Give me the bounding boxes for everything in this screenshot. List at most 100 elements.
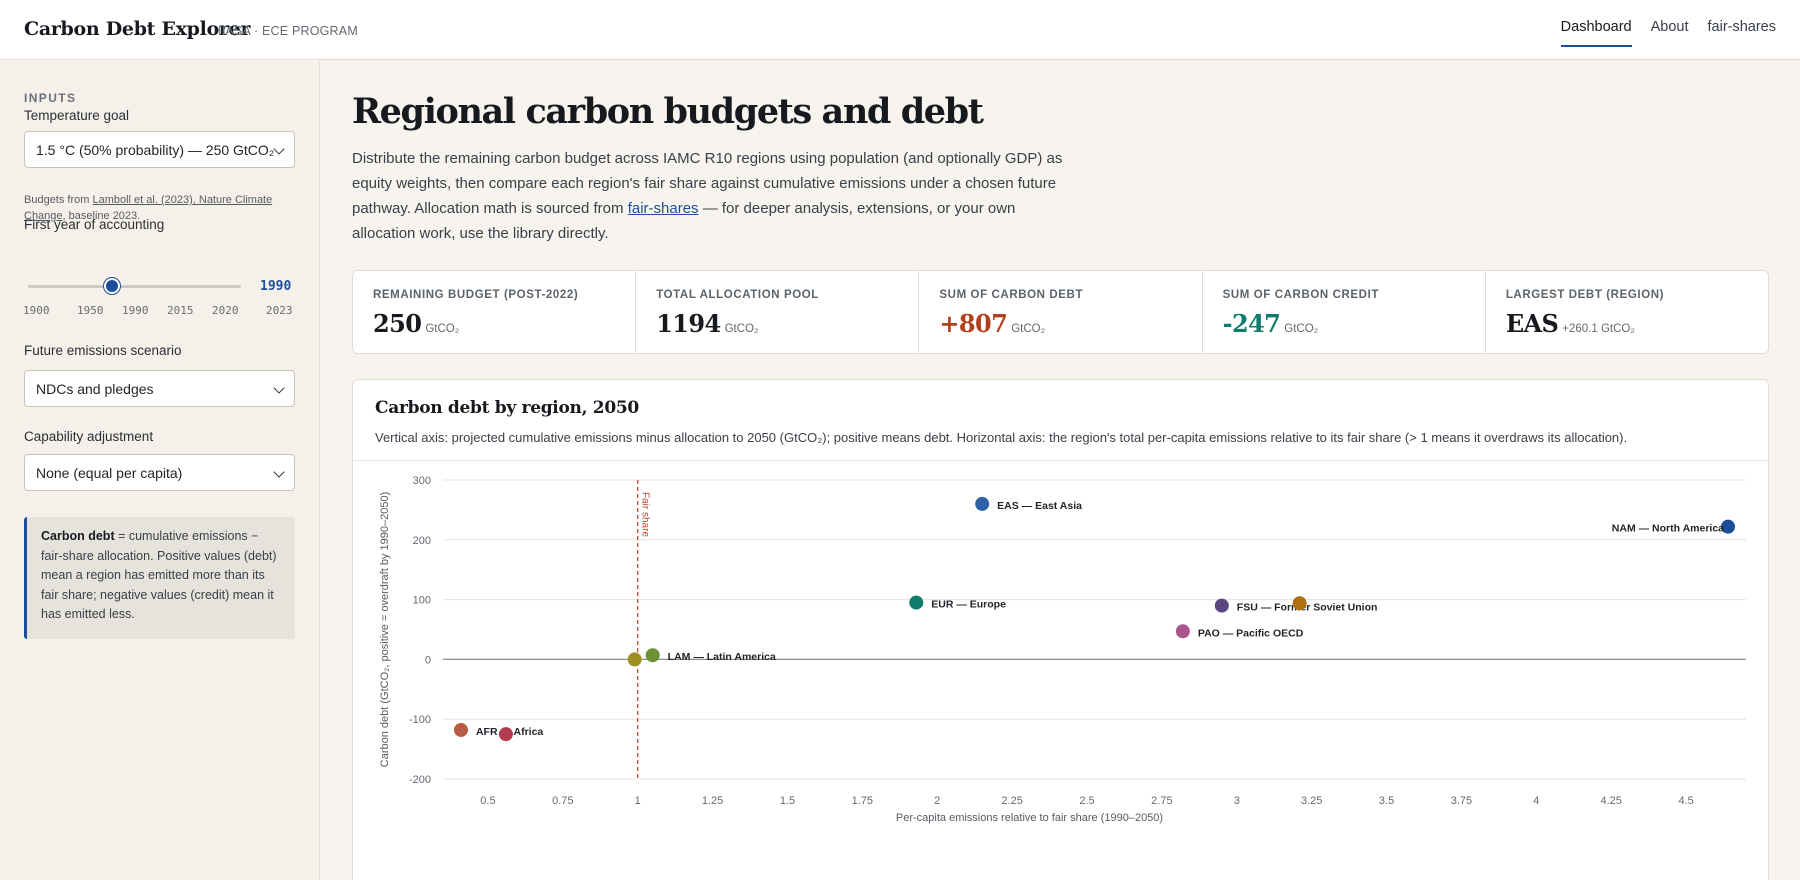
- nav-about[interactable]: About: [1650, 19, 1689, 35]
- kpi-unit: +260.1 GtCO₂: [1562, 323, 1635, 335]
- app-title[interactable]: Carbon Debt Explorer: [24, 18, 251, 40]
- y-tick-label: 0: [425, 654, 431, 666]
- data-point: [1175, 624, 1190, 639]
- kpi-label: LARGEST DEBT (REGION): [1505, 289, 1665, 301]
- data-point: [453, 722, 468, 737]
- app-subtitle: IIASA · ECE PROGRAM: [218, 24, 358, 38]
- temperature-goal-label: Temperature goal: [24, 108, 130, 123]
- kpi-unit: GtCO₂: [425, 323, 460, 335]
- first-year-slider-thumb[interactable]: [104, 278, 121, 294]
- scenario-select[interactable]: NDCs and pledges: [24, 370, 295, 407]
- kpi-sum-credit: SUM OF CARBON CREDIT -247 GtCO₂: [1203, 271, 1486, 353]
- carbon-debt-definition: Carbon debt = cumulative emissions − fai…: [24, 517, 295, 639]
- capability-value: None (equal per capita): [36, 465, 183, 481]
- slider-tick: 1950: [77, 304, 104, 317]
- nav-fair-shares[interactable]: fair-shares: [1707, 19, 1777, 35]
- kpi-label: REMAINING BUDGET (POST-2022): [373, 289, 579, 301]
- x-tick-label: 3.5: [1379, 795, 1394, 807]
- chevron-down-icon: [273, 143, 285, 155]
- kpi-unit: GtCO₂: [724, 323, 759, 335]
- lamboll-link[interactable]: Lamboll et al. (2023), Nature Climate Ch…: [24, 194, 273, 222]
- debt-scatter-chart: 300 200 100 0 -100 -200 0.5 0.75 1 1.25 1.5 1.75 2 2.…: [379, 475, 1746, 824]
- x-tick-label: 1: [635, 795, 641, 807]
- y-tick-label: -100: [409, 714, 431, 726]
- intro-before: Distribute the remaining carbon budget a…: [352, 150, 1063, 217]
- intro-paragraph: Distribute the remaining carbon budget a…: [352, 146, 1064, 246]
- y-tick-label: -200: [409, 774, 431, 786]
- point-label: LAM — Latin America: [668, 651, 776, 663]
- fair-shares-link[interactable]: fair-shares: [627, 200, 699, 217]
- chevron-down-icon: [273, 382, 285, 394]
- capability-label: Capability adjustment: [24, 429, 154, 444]
- data-point: [975, 496, 990, 511]
- chevron-down-icon: [273, 466, 285, 478]
- temperature-goal-select[interactable]: 1.5 °C (50% probability) — 250 GtCO₂: [24, 131, 295, 168]
- note-suffix: , baseline 2023.: [62, 210, 141, 222]
- x-tick-label: 1.75: [852, 795, 873, 807]
- point-label: FSU — Former Soviet Union: [1237, 602, 1378, 614]
- kpi-value: 1194: [656, 309, 721, 338]
- kpi-remaining-budget: REMAINING BUDGET (POST-2022) 250 GtCO₂: [353, 271, 637, 353]
- budget-source-note: Budgets from Lamboll et al. (2023), Natu…: [24, 192, 296, 224]
- x-tick-label: 2.25: [1001, 795, 1022, 807]
- data-point: [1214, 598, 1229, 613]
- kpi-value: -247: [1222, 309, 1281, 338]
- kpi-allocation-pool: TOTAL ALLOCATION POOL 1194 GtCO₂: [636, 271, 920, 353]
- x-tick-label: 2.75: [1151, 795, 1172, 807]
- kpi-value: EAS: [1505, 309, 1559, 338]
- slider-tick: 1990: [122, 304, 149, 317]
- x-tick-label: 3: [1234, 795, 1240, 807]
- y-tick-label: 200: [413, 535, 431, 547]
- x-tick-label: 2: [934, 795, 940, 807]
- capability-select[interactable]: None (equal per capita): [24, 454, 295, 491]
- point-label: PAO — Pacific OECD: [1198, 627, 1304, 639]
- kpi-label: TOTAL ALLOCATION POOL: [656, 289, 819, 301]
- note-prefix: Budgets from: [24, 194, 93, 206]
- kpi-label: SUM OF CARBON DEBT: [939, 289, 1084, 301]
- y-axis-label: Carbon debt (GtCO₂, positive = overdraft…: [379, 492, 391, 767]
- intro-after: — for deeper analysis, extensions, or yo…: [352, 200, 1016, 242]
- nav-dashboard[interactable]: Dashboard: [1560, 19, 1632, 47]
- kpi-sum-debt: SUM OF CARBON DEBT +807 GtCO₂: [919, 271, 1203, 353]
- x-tick-label: 1.25: [702, 795, 723, 807]
- callout-term: Carbon debt: [41, 529, 115, 543]
- kpi-unit: GtCO₂: [1011, 323, 1046, 335]
- chart-title: Carbon debt by region, 2050: [375, 398, 639, 418]
- point-label: NAM — North America: [1612, 523, 1724, 535]
- x-tick-label: 3.25: [1301, 795, 1322, 807]
- point-label: EUR — Europe: [931, 599, 1006, 611]
- data-point: [498, 727, 513, 742]
- scenario-label: Future emissions scenario: [24, 343, 182, 358]
- x-tick-label: 1.5: [780, 795, 795, 807]
- x-tick-label: 4.5: [1678, 795, 1693, 807]
- inputs-sidebar: INPUTS Temperature goal 1.5 °C (50% prob…: [0, 61, 320, 880]
- data-point: [1292, 596, 1307, 611]
- y-tick-label: 100: [413, 595, 431, 607]
- debt-chart-panel: Carbon debt by region, 2050 Vertical axi…: [352, 379, 1769, 880]
- first-year-label: First year of accounting: [24, 217, 165, 232]
- x-axis-label: Per-capita emissions relative to fair sh…: [896, 812, 1163, 824]
- kpi-label: SUM OF CARBON CREDIT: [1222, 289, 1379, 301]
- data-point: [909, 595, 924, 610]
- top-bar: Carbon Debt Explorer IIASA · ECE PROGRAM…: [0, 0, 1800, 60]
- first-year-slider-track[interactable]: [28, 285, 241, 288]
- slider-tick: 1900: [23, 304, 50, 317]
- inputs-heading: INPUTS: [24, 91, 77, 105]
- kpi-unit: GtCO₂: [1284, 323, 1319, 335]
- x-tick-label: 4.25: [1600, 795, 1621, 807]
- chart-subtitle: Vertical axis: projected cumulative emis…: [375, 430, 1628, 445]
- callout-text: = cumulative emissions − fair-share allo…: [41, 529, 277, 621]
- data-point: [1721, 519, 1736, 534]
- kpi-value: 250: [373, 309, 422, 338]
- x-tick-label: 2.5: [1079, 795, 1094, 807]
- slider-tick: 2015: [167, 304, 194, 317]
- panel-divider: [353, 460, 1768, 461]
- kpi-strip: REMAINING BUDGET (POST-2022) 250 GtCO₂ TO…: [352, 270, 1769, 354]
- slider-tick: 2020: [212, 304, 239, 317]
- temperature-goal-value: 1.5 °C (50% probability) — 250 GtCO₂: [36, 142, 275, 158]
- data-point: [645, 648, 660, 663]
- page-title: Regional carbon budgets and debt: [352, 91, 984, 132]
- data-point: [627, 652, 642, 667]
- x-tick-label: 0.75: [552, 795, 573, 807]
- main-content: Regional carbon budgets and debt Distrib…: [321, 61, 1800, 880]
